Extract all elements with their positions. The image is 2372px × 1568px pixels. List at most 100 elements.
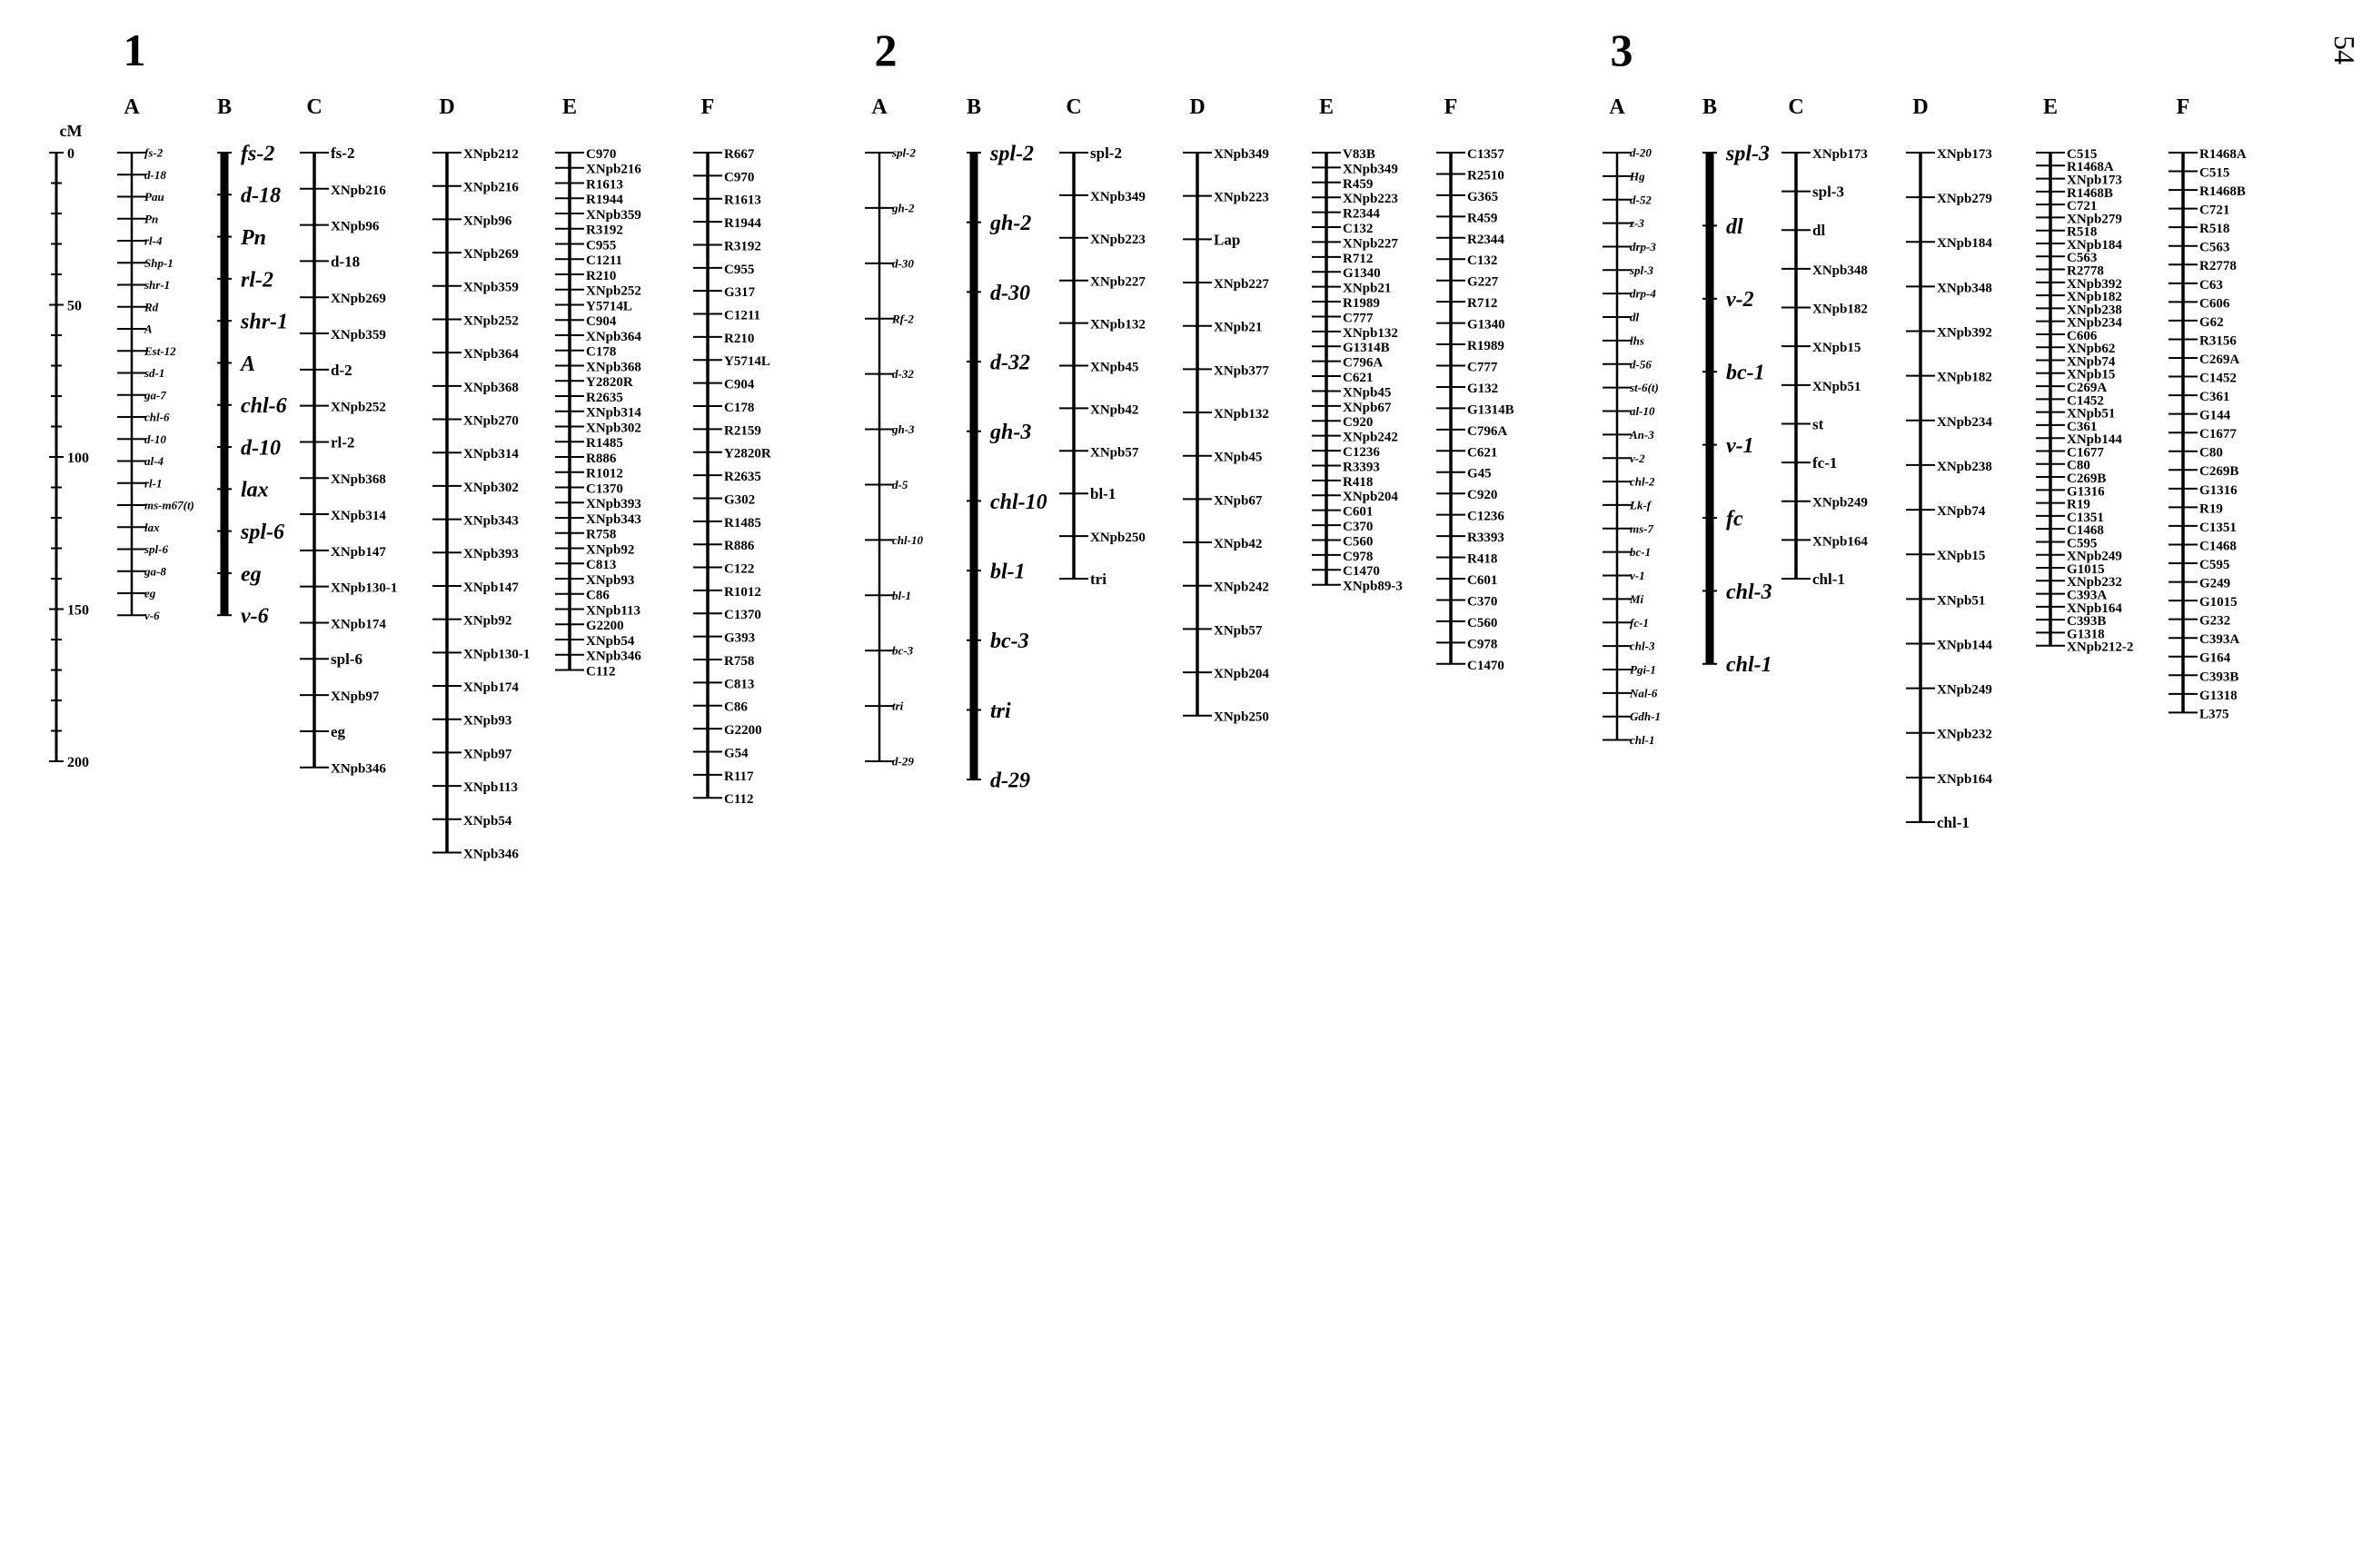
marker-label: XNpb232 [1937,728,1992,742]
marker-label: R1468A [2199,147,2247,162]
marker-label: XNpb164 [1937,772,1992,787]
marker-label: spl-6 [144,542,169,556]
marker-label: C606 [2199,296,2230,311]
marker-label: tri [1090,571,1107,588]
marker-label: C515 [2067,147,2097,162]
map-column-letter: B [967,95,981,119]
marker-label: fs-2 [241,142,274,165]
marker-label: G1015 [2199,595,2238,610]
marker-label: C132 [1467,253,1497,268]
marker-label: G1340 [1467,318,1505,332]
marker-label: ms-7 [1630,521,1654,535]
marker-label: Hg [1629,169,1645,183]
marker-label: C904 [724,378,755,392]
marker-label: XNpb349 [1343,162,1398,176]
marker-label: bc-3 [892,644,914,658]
marker-label: XNpb359 [463,281,519,295]
marker-label: XNpb252 [463,313,519,328]
marker-label: spl-3 [1812,184,1844,201]
marker-label: XNpb130-1 [331,581,397,596]
marker-label: G1314B [1343,341,1390,355]
marker-label: XNpb45 [1090,360,1138,374]
map-column-letter: F [701,95,715,119]
marker-label: C269A [2067,381,2107,395]
marker-label: d-30 [892,256,914,270]
marker-label: Pau [144,190,164,203]
marker-label: C86 [586,589,610,603]
marker-label: C595 [2199,558,2229,572]
marker-label: XNpb249 [1937,683,1992,698]
marker-label: XNpb238 [2067,303,2122,317]
marker-label: C621 [1343,371,1373,385]
marker-label: C1370 [586,481,623,496]
marker-label: spl-3 [1629,263,1654,277]
marker-label: ms-m67(t) [144,499,194,512]
marker-label: XNpb45 [1343,385,1391,400]
marker-label: dl [1630,311,1640,324]
marker-label: G1314B [1467,402,1514,417]
marker-label: XNpb227 [1343,236,1398,251]
marker-label: XNpb51 [1937,593,1985,608]
marker-label: st [1812,415,1824,432]
marker-label: drp-3 [1630,240,1656,253]
marker-label: C112 [586,664,616,679]
marker-label: R2344 [1467,233,1504,247]
marker-label: XNpb216 [586,163,641,177]
marker-label: XNpb359 [586,208,641,223]
marker-label: d-32 [990,351,1030,374]
marker-label: R1989 [1343,296,1380,311]
marker-label: spl-2 [891,146,917,160]
marker-label: bl-1 [1090,485,1116,502]
marker-label: XNpb164 [2067,601,2122,616]
marker-label: C269B [2067,471,2106,486]
marker-label: R712 [1467,296,1497,311]
marker-label: d-56 [1630,357,1652,371]
map-column-letter: C [1066,95,1081,119]
marker-label: lax [144,521,160,534]
marker-label: XNpb314 [463,447,519,461]
marker-label: XNpb67 [1343,401,1392,415]
marker-label: C920 [1343,415,1373,430]
marker-label: XNpb343 [463,514,519,529]
marker-label: Rf-2 [891,312,914,325]
marker-label: R2778 [2199,259,2237,273]
marker-label: XNpb147 [331,545,386,560]
marker-label: XNpb249 [1812,496,1868,511]
marker-label: XNpb346 [586,650,641,664]
marker-label: XNpb348 [1812,263,1868,278]
marker-label: R418 [1467,552,1497,567]
marker-label: XNpb368 [586,360,641,374]
scale-tick-label: 200 [67,755,89,770]
marker-label: z-3 [1629,216,1644,230]
marker-label: G45 [1467,467,1492,481]
marker-label: chl-1 [1726,653,1772,677]
marker-label: R459 [1467,211,1497,225]
marker-label: gh-2 [989,212,1031,235]
marker-label: d-29 [892,755,914,769]
marker-label: XNpb392 [1937,325,1992,340]
marker-label: rl-4 [144,234,163,248]
marker-label: XNpb62 [2067,342,2115,356]
marker-label: C560 [1343,534,1373,549]
marker-label: R1468B [2199,184,2246,199]
marker-label: al-10 [1630,404,1655,418]
marker-label: R418 [1343,475,1373,490]
marker-label: d-18 [331,253,360,270]
marker-label: R758 [586,528,616,542]
marker-label: C112 [724,792,754,807]
marker-label: d-20 [1630,146,1652,160]
marker-label: XNpb182 [1937,371,1992,385]
marker-label: XNpb96 [463,213,512,228]
marker-label: R210 [586,269,616,283]
marker-label: ga-7 [144,388,166,402]
marker-label: Est-12 [144,344,176,358]
marker-label: C796A [1343,356,1383,371]
marker-label: R667 [724,147,755,162]
marker-label: G54 [724,746,749,760]
marker-label: fs-2 [331,144,354,162]
marker-label: XNpb234 [1937,415,1992,430]
marker-label: Pn [240,226,266,250]
marker-label: R2159 [724,423,761,438]
marker-label: C63 [2199,278,2223,293]
